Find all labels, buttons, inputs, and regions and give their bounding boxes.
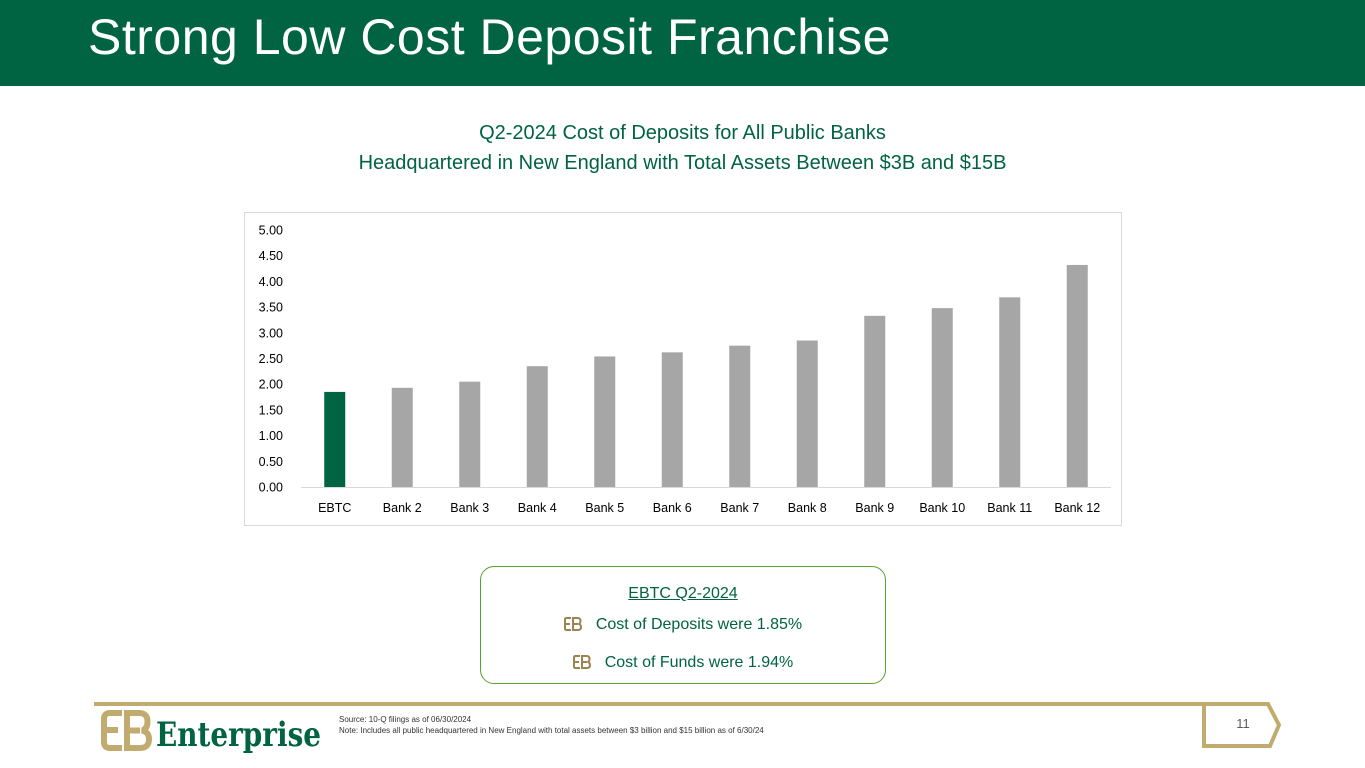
y-tick-label: 4.50 bbox=[259, 249, 283, 263]
eb-monogram-icon bbox=[572, 655, 591, 669]
callout-bullet-funds: Cost of Funds were 1.94% bbox=[481, 654, 885, 672]
y-tick-label: 4.00 bbox=[259, 275, 283, 289]
x-tick-label: Bank 9 bbox=[855, 501, 894, 515]
ebtc-callout-box: EBTC Q2-2024 Cost of Deposits were 1.85%… bbox=[480, 566, 886, 684]
eb-monogram-icon bbox=[563, 617, 582, 631]
y-tick-label: 1.00 bbox=[259, 429, 283, 443]
page-title: Strong Low Cost Deposit Franchise bbox=[88, 9, 891, 65]
y-tick-label: 5.00 bbox=[259, 224, 283, 238]
logo-text: Enterprise bbox=[156, 715, 321, 754]
x-tick-label: Bank 5 bbox=[585, 501, 624, 515]
x-tick-label: Bank 11 bbox=[987, 501, 1032, 515]
bullet-text: Cost of Deposits were 1.85% bbox=[595, 616, 803, 633]
x-tick-label: Bank 4 bbox=[518, 501, 557, 515]
bar-chart: 0.00 0.50 1.00 1.50 2.00 2.50 3.00 3.50 4.00 4.50… bbox=[244, 212, 1122, 526]
scope-note: Note: Includes all public headquartered … bbox=[339, 726, 764, 735]
y-tick-label: 0.00 bbox=[259, 481, 283, 495]
enterprise-logo: Enterprise bbox=[100, 708, 325, 759]
y-axis-ticks: 0.00 0.50 1.00 1.50 2.00 2.50 3.00 3.50 4.00 4.50… bbox=[259, 224, 283, 495]
chart-heading: Q2-2024 Cost of Deposits for All Public … bbox=[0, 118, 1365, 178]
x-tick-label: Bank 3 bbox=[450, 501, 489, 515]
y-tick-label: 3.00 bbox=[259, 326, 283, 340]
x-tick-label: Bank 2 bbox=[383, 501, 422, 515]
bars bbox=[324, 264, 1088, 487]
chart-title-line-2: Headquartered in New England with Total … bbox=[358, 152, 1007, 174]
bar-bank-7 bbox=[729, 345, 751, 487]
bar-bank-3 bbox=[459, 381, 481, 487]
footer-notes: Source: 10-Q filings as of 06/30/2024 No… bbox=[339, 714, 764, 736]
callout-heading: EBTC Q2-2024 bbox=[628, 585, 738, 602]
y-tick-label: 2.00 bbox=[259, 378, 283, 392]
x-tick-label: Bank 6 bbox=[653, 501, 692, 515]
y-tick-label: 0.50 bbox=[259, 455, 283, 469]
bar-bank-6 bbox=[661, 352, 683, 487]
callout-bullet-deposits: Cost of Deposits were 1.85% bbox=[481, 616, 885, 634]
x-tick-label: EBTC bbox=[318, 501, 351, 515]
bar-bank-9 bbox=[864, 315, 886, 487]
x-tick-label: Bank 7 bbox=[720, 501, 759, 515]
enterprise-logo-mark: Enterprise bbox=[101, 710, 321, 755]
source-note: Source: 10-Q filings as of 06/30/2024 bbox=[339, 715, 472, 724]
chart-title-line-1: Q2-2024 Cost of Deposits for All Public … bbox=[479, 122, 886, 144]
bar-ebtc bbox=[324, 391, 346, 487]
bar-bank-10 bbox=[931, 308, 953, 487]
y-tick-label: 3.50 bbox=[259, 301, 283, 315]
x-tick-label: Bank 12 bbox=[1054, 501, 1100, 515]
bar-bank-12 bbox=[1066, 264, 1088, 487]
bar-bank-5 bbox=[594, 356, 616, 487]
bar-bank-2 bbox=[391, 387, 413, 487]
footer-gold-rule bbox=[94, 702, 1282, 748]
bar-bank-11 bbox=[999, 297, 1021, 487]
bar-chart-svg: 0.00 0.50 1.00 1.50 2.00 2.50 3.00 3.50 4.00 4.50… bbox=[259, 224, 1111, 515]
page-number: 11 bbox=[1236, 716, 1250, 731]
y-tick-label: 2.50 bbox=[259, 352, 283, 366]
y-tick-label: 1.50 bbox=[259, 403, 283, 417]
x-tick-label: Bank 10 bbox=[919, 501, 965, 515]
bar-bank-4 bbox=[526, 366, 548, 487]
bar-bank-8 bbox=[796, 340, 818, 487]
x-axis-ticks: EBTC Bank 2 Bank 3 Bank 4 Bank 5 Bank 6 Bank 7… bbox=[318, 501, 1100, 515]
x-tick-label: Bank 8 bbox=[788, 501, 827, 515]
bullet-text: Cost of Funds were 1.94% bbox=[604, 654, 794, 671]
title-bar: Strong Low Cost Deposit Franchise bbox=[0, 0, 1365, 86]
